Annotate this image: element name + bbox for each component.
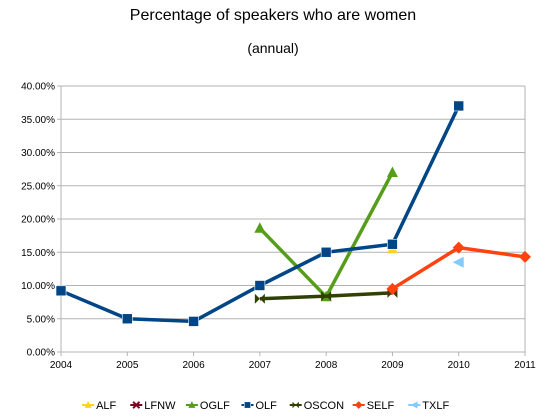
legend-label: TXLF: [422, 400, 449, 412]
data-point: [387, 238, 398, 250]
legend-item-olf: OLF: [241, 400, 278, 412]
data-point: [320, 246, 332, 258]
data-point: [84, 401, 92, 408]
series-txlf: [452, 256, 464, 268]
chart-subtitle: (annual): [247, 40, 298, 56]
x-tick-label: 2004: [50, 360, 73, 371]
x-tick-label: 2010: [448, 360, 471, 371]
y-tick-label: 15.00%: [21, 248, 55, 259]
series-self: [386, 241, 531, 295]
legend-item-lfnw: LFNW: [130, 400, 176, 412]
legend-label: SELF: [367, 400, 395, 412]
y-tick-label: 40.00%: [21, 82, 55, 93]
legend-label: OSCON: [304, 400, 344, 412]
x-tick-label: 2007: [249, 360, 272, 371]
legend: ALF LFNW OGLF OLF OSCON SELF TXLF: [82, 400, 449, 412]
y-tick-label: 30.00%: [21, 148, 55, 159]
series-oglf: [254, 166, 398, 302]
data-point: [244, 401, 252, 409]
series-oscon: [254, 287, 398, 304]
legend-label: OLF: [256, 400, 278, 412]
y-tick-label: 0.00%: [27, 348, 55, 359]
x-tick-label: 2008: [315, 360, 338, 371]
legend-item-self: SELF: [352, 400, 395, 412]
axes: 0.00% 5.00% 10.00% 15.00% 20.00% 25.00% 30.00%…: [21, 82, 536, 372]
x-tick-label: 2011: [514, 360, 536, 371]
data-point: [519, 250, 531, 263]
data-point: [254, 293, 265, 304]
data-point: [354, 401, 363, 409]
series-layer: [55, 100, 531, 327]
x-tick-label: 2009: [381, 360, 404, 371]
legend-item-txlf: TXLF: [408, 400, 449, 412]
y-tick-label: 25.00%: [21, 181, 55, 192]
legend-label: LFNW: [144, 400, 176, 412]
legend-item-oscon: OSCON: [289, 400, 344, 412]
data-point: [386, 282, 399, 295]
y-tick-label: 5.00%: [27, 314, 55, 325]
data-point: [321, 291, 332, 302]
data-point: [188, 401, 196, 408]
data-point: [121, 313, 133, 325]
data-point: [254, 222, 266, 233]
legend-label: OGLF: [200, 400, 230, 412]
series-olf: [55, 100, 465, 327]
data-point: [254, 280, 266, 291]
y-tick-label: 35.00%: [21, 115, 55, 126]
legend-item-alf: ALF: [82, 400, 117, 412]
legend-item-oglf: OGLF: [185, 400, 230, 412]
y-tick-label: 20.00%: [21, 215, 55, 226]
data-point: [452, 241, 465, 254]
data-point: [386, 166, 398, 177]
series-line: [258, 171, 394, 299]
gridlines: [61, 85, 525, 353]
data-point: [453, 100, 465, 112]
x-tick-label: 2006: [182, 360, 205, 371]
data-point: [188, 316, 199, 327]
data-point: [292, 401, 299, 409]
data-point: [132, 401, 141, 409]
y-tick-label: 10.00%: [21, 281, 55, 292]
data-point: [452, 256, 464, 268]
x-tick-label: 2005: [116, 360, 139, 371]
series-line: [391, 245, 526, 291]
data-point: [55, 285, 67, 297]
legend-label: ALF: [96, 400, 116, 412]
chart-title: Percentage of speakers who are women: [130, 7, 416, 24]
data-point: [410, 401, 418, 409]
